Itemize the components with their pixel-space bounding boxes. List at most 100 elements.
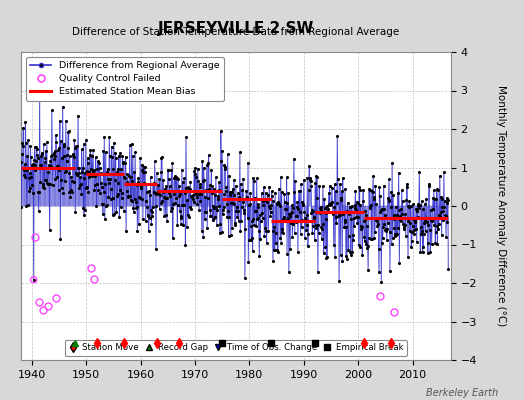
- Point: [41, 177, 49, 183]
- Point: [441, 198, 449, 204]
- Point: [20, 161, 29, 168]
- Point: [403, 184, 411, 190]
- Point: [202, 187, 211, 193]
- Point: [133, 204, 141, 211]
- Point: [300, 235, 309, 241]
- Point: [225, 214, 234, 221]
- Point: [176, 213, 184, 220]
- Point: [424, 180, 433, 187]
- Point: [379, 182, 388, 189]
- Point: [112, 209, 121, 216]
- Point: [278, 229, 287, 236]
- Point: [314, 269, 322, 276]
- Point: [138, 167, 147, 173]
- Point: [149, 180, 158, 186]
- Point: [430, 222, 439, 228]
- Point: [271, 189, 279, 196]
- Point: [428, 218, 436, 224]
- Point: [339, 211, 347, 217]
- Point: [154, 188, 162, 195]
- Point: [129, 205, 138, 212]
- Point: [286, 213, 294, 219]
- Point: [370, 194, 379, 201]
- Point: [404, 254, 412, 261]
- Point: [385, 176, 393, 182]
- Point: [68, 178, 77, 184]
- Point: [343, 208, 352, 214]
- Point: [370, 235, 378, 242]
- Point: [255, 228, 263, 234]
- Point: [296, 188, 304, 194]
- Point: [368, 236, 376, 242]
- Point: [29, 161, 37, 167]
- Point: [309, 208, 318, 214]
- Point: [199, 178, 207, 184]
- Point: [122, 154, 130, 160]
- Legend: Station Move, Record Gap, Time of Obs. Change, Empirical Break: Station Move, Record Gap, Time of Obs. C…: [65, 340, 407, 356]
- Point: [265, 184, 274, 190]
- Point: [308, 230, 316, 236]
- Point: [254, 201, 262, 207]
- Point: [60, 152, 69, 159]
- Point: [184, 184, 192, 190]
- Point: [163, 166, 172, 173]
- Point: [372, 201, 380, 208]
- Point: [50, 148, 59, 154]
- Point: [248, 248, 257, 254]
- Point: [401, 211, 410, 218]
- Point: [69, 151, 77, 158]
- Point: [215, 187, 224, 193]
- Point: [300, 208, 309, 215]
- Point: [355, 184, 363, 190]
- Point: [357, 223, 365, 229]
- Point: [229, 200, 237, 206]
- Point: [354, 200, 363, 206]
- Point: [34, 154, 42, 161]
- Point: [346, 249, 355, 255]
- Point: [79, 164, 87, 171]
- Point: [236, 228, 245, 234]
- Point: [374, 221, 383, 228]
- Point: [362, 241, 370, 248]
- Point: [328, 198, 336, 205]
- Point: [315, 183, 323, 190]
- Point: [168, 205, 176, 212]
- Point: [45, 227, 53, 233]
- Point: [181, 188, 189, 194]
- Point: [95, 160, 103, 166]
- Point: [380, 206, 388, 212]
- Point: [18, 142, 27, 149]
- Point: [345, 211, 353, 217]
- Point: [330, 242, 338, 248]
- Point: [212, 204, 221, 210]
- Point: [256, 236, 265, 242]
- Point: [190, 199, 198, 205]
- Point: [156, 200, 165, 206]
- Point: [416, 202, 424, 208]
- Point: [367, 201, 375, 208]
- Point: [19, 124, 27, 131]
- Point: [126, 174, 135, 180]
- Point: [415, 169, 423, 176]
- Point: [39, 184, 47, 190]
- Point: [224, 232, 233, 239]
- Point: [227, 200, 235, 206]
- Point: [209, 217, 217, 224]
- Point: [99, 201, 107, 207]
- Point: [203, 162, 211, 168]
- Point: [428, 216, 436, 222]
- Point: [169, 235, 177, 241]
- Point: [337, 188, 346, 194]
- Point: [236, 149, 244, 155]
- Point: [117, 166, 125, 172]
- Point: [107, 186, 115, 192]
- Point: [56, 236, 64, 243]
- Point: [268, 228, 277, 234]
- Point: [292, 219, 300, 225]
- Point: [53, 147, 62, 154]
- Point: [352, 207, 360, 213]
- Point: [432, 196, 440, 202]
- Point: [145, 228, 153, 234]
- Point: [431, 195, 439, 202]
- Point: [441, 212, 450, 218]
